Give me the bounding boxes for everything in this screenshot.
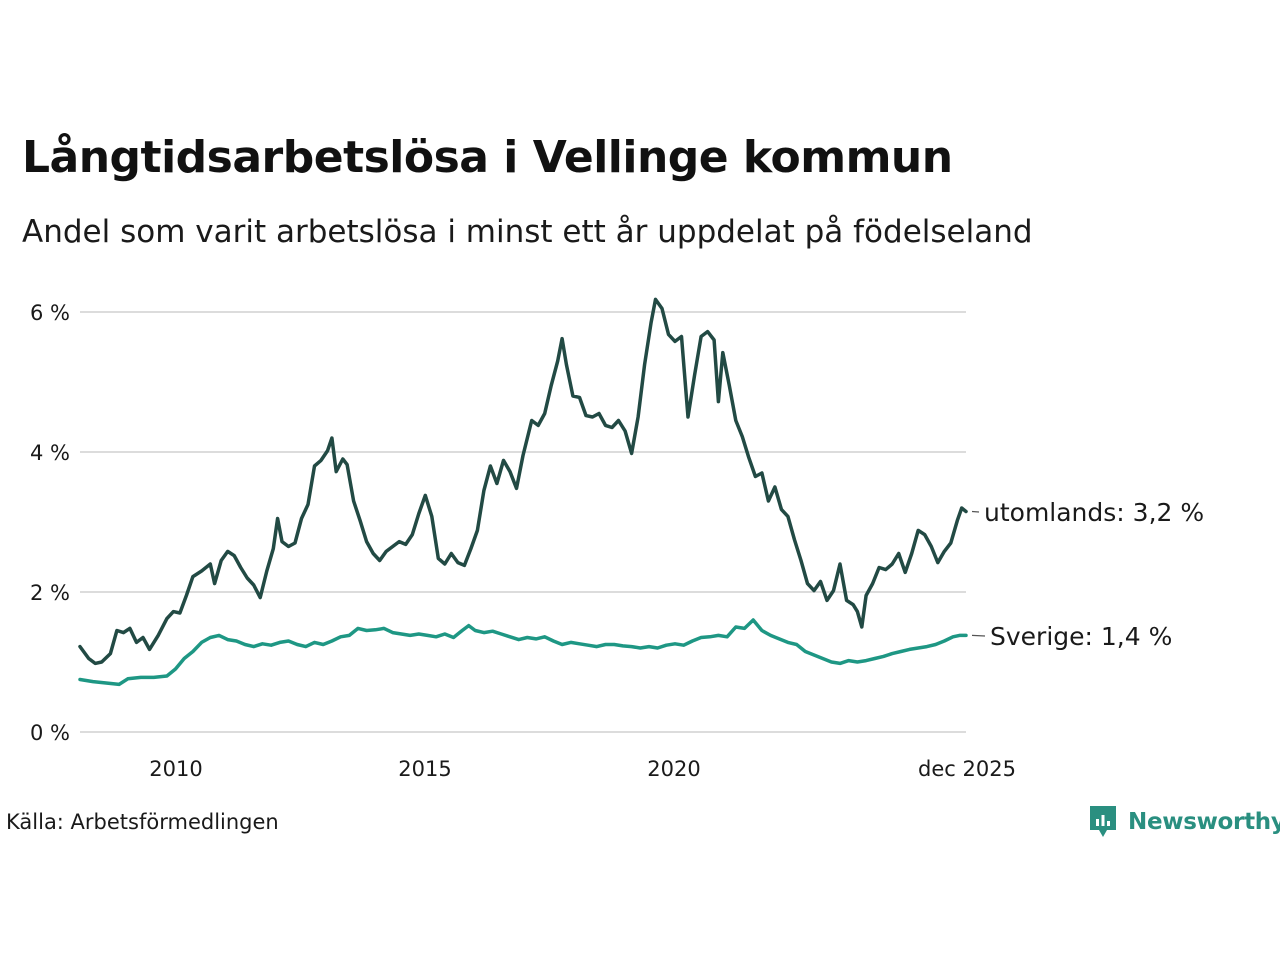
series-label-sverige: Sverige: 1,4 % <box>990 622 1172 651</box>
x-tick-label: dec 2025 <box>918 757 1016 781</box>
label-leader-line <box>971 510 980 513</box>
series-labels: utomlands: 3,2 % Sverige: 1,4 % <box>971 498 1204 651</box>
x-tick-label: 2010 <box>149 757 202 781</box>
y-tick-label: 4 % <box>30 441 70 465</box>
label-leader-line <box>971 634 986 637</box>
brand-logo: Newsworthy <box>1088 804 1280 840</box>
chart-title: Långtidsarbetslösa i Vellinge kommun <box>22 132 953 183</box>
brand-name: Newsworthy <box>1128 809 1280 835</box>
gridlines <box>80 311 966 733</box>
series-lines <box>78 297 968 687</box>
x-axis-tick-labels: 2010 2015 2020 dec 2025 <box>149 757 1016 781</box>
x-tick-label: 2020 <box>647 757 700 781</box>
chart-subtitle: Andel som varit arbetslösa i minst ett å… <box>22 214 1033 250</box>
series-line-utomlands <box>78 297 968 666</box>
y-tick-label: 2 % <box>30 581 70 605</box>
y-tick-label: 0 % <box>30 721 70 745</box>
y-tick-label: 6 % <box>30 301 70 325</box>
series-label-utomlands: utomlands: 3,2 % <box>984 498 1204 527</box>
series-line-sverige <box>78 618 968 687</box>
source-note: Källa: Arbetsförmedlingen <box>6 810 279 834</box>
x-tick-label: 2015 <box>398 757 451 781</box>
y-axis-tick-labels: 0 % 2 % 4 % 6 % <box>30 301 70 745</box>
newsworthy-icon <box>1090 806 1116 837</box>
